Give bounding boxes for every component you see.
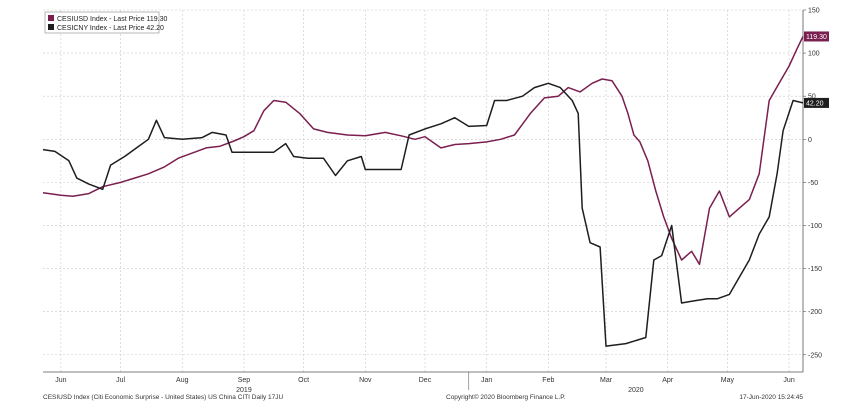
y-tick-label: -150 (808, 266, 822, 273)
year-label: 2019 (236, 387, 252, 394)
x-tick-label: Feb (542, 377, 554, 384)
x-tick-label: Jan (481, 377, 492, 384)
y-tick-label: -200 (808, 309, 822, 316)
gridlines (43, 9, 806, 390)
x-tick-label: Nov (359, 377, 372, 384)
x-tick-label: Apr (662, 377, 674, 384)
y-tick-label: 50 (808, 94, 816, 101)
last-price-label: 119.30 (806, 34, 827, 41)
x-tick-label: Mar (600, 377, 613, 384)
x-tick-label: Jun (783, 377, 794, 384)
footer-timestamp: 17-Jun-2020 15:24:45 (739, 394, 803, 401)
y-tick-label: 150 (808, 8, 820, 15)
last-price-tag-cny (804, 97, 829, 108)
x-tick-label: May (721, 377, 735, 384)
year-label: 2020 (628, 387, 644, 394)
last-price-label: 42.20 (806, 100, 824, 107)
footer-source: CESIUSD Index (Citi Economic Surprise - … (43, 394, 284, 401)
last-price-tags: 119.30 42.20 (804, 31, 829, 108)
legend-swatch-cny (48, 24, 54, 30)
x-tick-label: Oct (298, 377, 309, 384)
legend-swatch-usd (48, 15, 54, 21)
footer-copyright: Copyright© 2020 Bloomberg Finance L.P. (446, 393, 566, 401)
y-tick-label: -250 (808, 352, 822, 359)
y-tick-label: 100 (808, 51, 820, 58)
y-tick-label: -50 (808, 180, 818, 187)
tick-labels: 150 100 50 0 -50 -100 -150 -200 -250 Jun Jul Aug Sep… (55, 8, 822, 395)
series-line-usd (42, 36, 804, 266)
footer: CESIUSD Index (Citi Economic Surprise - … (43, 393, 803, 401)
y-tick-label: 0 (808, 137, 812, 144)
last-price-tag-usd (804, 31, 829, 42)
series-line-cny (42, 82, 804, 347)
x-tick-label: Jun (55, 377, 66, 384)
x-tick-label: Dec (419, 377, 432, 384)
legend-box (44, 11, 160, 34)
x-tick-label: Sep (238, 377, 251, 384)
series-lines (42, 36, 804, 347)
plot-background (43, 10, 803, 372)
legend: CESIUSD Index - Last Price 119.30 CESICN… (44, 11, 167, 34)
x-tick-label: Aug (176, 377, 189, 384)
x-tick-label: Jul (116, 377, 125, 384)
legend-label-cny: CESICNY Index - Last Price 42.20 (57, 25, 164, 32)
y-tick-label: -100 (808, 223, 822, 230)
axes (43, 10, 804, 373)
legend-label-usd: CESIUSD Index - Last Price 119.30 (57, 16, 167, 23)
